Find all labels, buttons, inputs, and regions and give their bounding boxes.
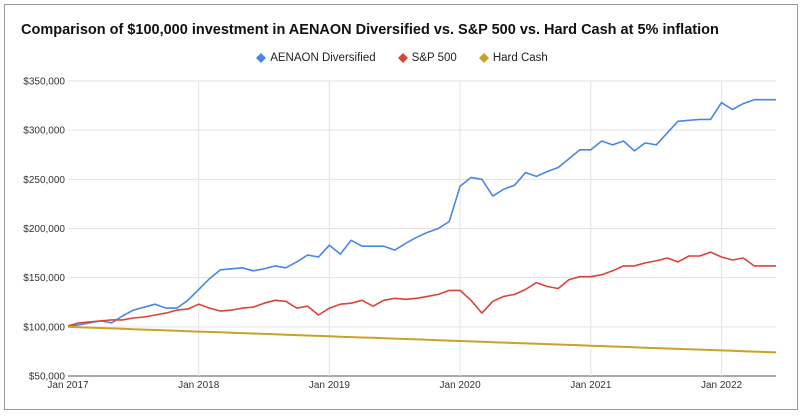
chart-frame	[4, 4, 798, 410]
y-axis-ticks: $50,000 $100,000 $150,000 $200,000 $250,000 $…	[23, 77, 65, 383]
series-line-aenaon-diversified	[67, 98, 776, 327]
series-lines	[67, 98, 777, 354]
legend-item-hard-cash: Hard Cash	[478, 52, 548, 64]
legend-label-hard-cash: Hard Cash	[492, 52, 548, 64]
y-tick-label: $150,000	[23, 273, 65, 284]
legend-item-sp500: S&P 500	[397, 52, 457, 64]
chart-title: Comparison of $100,000 investment in AEN…	[21, 22, 719, 38]
legend-marker-aenaon	[256, 53, 267, 63]
y-tick-label: $50,000	[29, 372, 66, 383]
x-axis-ticks: Jan 2017 Jan 2018 Jan 2019 Jan 2020 Jan 2021…	[47, 380, 742, 391]
series-line-hard-cash	[67, 325, 777, 354]
x-tick-label: Jan 2019	[309, 380, 351, 391]
legend-item-aenaon: AENAON Diversified	[256, 52, 376, 64]
legend-label-aenaon: AENAON Diversified	[270, 52, 376, 64]
x-tick-label: Jan 2020	[440, 380, 482, 391]
y-tick-label: $200,000	[23, 224, 65, 235]
y-tick-label: $300,000	[23, 126, 65, 137]
y-tick-label: $100,000	[23, 322, 65, 333]
x-tick-label: Jan 2021	[570, 380, 612, 391]
legend-marker-sp500	[397, 53, 408, 63]
x-tick-label: Jan 2017	[47, 380, 89, 391]
y-tick-label: $250,000	[23, 175, 65, 186]
y-tick-label: $350,000	[23, 77, 65, 88]
legend-marker-hard-cash	[478, 53, 489, 63]
gridlines	[68, 80, 776, 377]
x-tick-label: Jan 2022	[701, 380, 743, 391]
series-line-s-p-500	[67, 251, 776, 327]
chart-legend: AENAON Diversified S&P 500 Hard Cash	[0, 52, 804, 64]
legend-label-sp500: S&P 500	[411, 52, 457, 64]
x-tick-label: Jan 2018	[178, 380, 220, 391]
